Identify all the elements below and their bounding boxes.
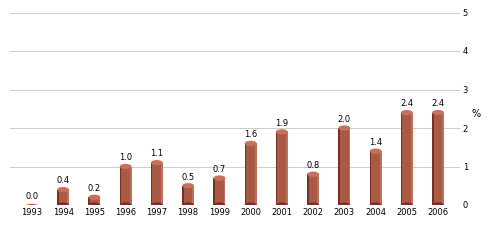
Polygon shape — [340, 128, 350, 205]
Ellipse shape — [88, 195, 101, 200]
Text: 1.4: 1.4 — [369, 138, 382, 147]
Ellipse shape — [26, 204, 37, 206]
Text: 0.7: 0.7 — [213, 165, 226, 174]
Polygon shape — [432, 112, 434, 205]
Text: 0.4: 0.4 — [56, 176, 70, 186]
Ellipse shape — [151, 202, 163, 208]
Ellipse shape — [244, 141, 256, 146]
Text: 2.4: 2.4 — [400, 100, 413, 108]
Polygon shape — [214, 178, 215, 205]
Polygon shape — [246, 144, 256, 205]
Polygon shape — [121, 166, 132, 205]
Polygon shape — [224, 178, 226, 205]
Polygon shape — [98, 197, 100, 205]
Polygon shape — [192, 186, 194, 205]
Text: 0.5: 0.5 — [182, 172, 194, 182]
Polygon shape — [308, 174, 319, 205]
Ellipse shape — [401, 110, 413, 115]
Polygon shape — [411, 112, 413, 205]
Polygon shape — [184, 186, 194, 205]
Polygon shape — [161, 163, 163, 205]
Polygon shape — [152, 163, 163, 205]
Ellipse shape — [276, 202, 288, 208]
Polygon shape — [278, 132, 288, 205]
Polygon shape — [130, 166, 132, 205]
Text: 1.9: 1.9 — [276, 119, 288, 128]
Ellipse shape — [338, 202, 350, 208]
Text: 0.0: 0.0 — [26, 192, 38, 201]
Ellipse shape — [307, 202, 319, 208]
Polygon shape — [182, 186, 184, 205]
Polygon shape — [338, 128, 340, 205]
Polygon shape — [120, 166, 121, 205]
Polygon shape — [371, 151, 382, 205]
Text: 1.1: 1.1 — [150, 150, 164, 158]
Ellipse shape — [370, 202, 382, 208]
Ellipse shape — [57, 202, 69, 208]
Ellipse shape — [214, 176, 226, 181]
Polygon shape — [90, 197, 101, 205]
Polygon shape — [401, 112, 402, 205]
Ellipse shape — [120, 202, 132, 208]
Ellipse shape — [214, 202, 226, 208]
Text: 1.6: 1.6 — [244, 130, 257, 139]
Ellipse shape — [307, 172, 319, 177]
Polygon shape — [68, 190, 69, 205]
Polygon shape — [402, 112, 413, 205]
Polygon shape — [58, 190, 69, 205]
Polygon shape — [151, 163, 152, 205]
Polygon shape — [348, 128, 350, 205]
Ellipse shape — [401, 202, 413, 208]
Polygon shape — [307, 174, 308, 205]
Ellipse shape — [120, 164, 132, 169]
Ellipse shape — [370, 148, 382, 154]
Ellipse shape — [244, 202, 256, 208]
Text: 2.4: 2.4 — [432, 100, 444, 108]
Ellipse shape — [432, 202, 444, 208]
Ellipse shape — [182, 202, 194, 208]
Text: 2.0: 2.0 — [338, 115, 351, 124]
Ellipse shape — [276, 129, 288, 134]
Ellipse shape — [57, 187, 69, 192]
Polygon shape — [318, 174, 319, 205]
Polygon shape — [434, 112, 444, 205]
Ellipse shape — [182, 183, 194, 188]
Polygon shape — [442, 112, 444, 205]
Ellipse shape — [88, 202, 101, 208]
Text: 0.8: 0.8 — [306, 161, 320, 170]
Polygon shape — [370, 151, 371, 205]
Y-axis label: %: % — [472, 109, 481, 119]
Ellipse shape — [432, 110, 444, 115]
Polygon shape — [244, 144, 246, 205]
Polygon shape — [255, 144, 256, 205]
Polygon shape — [215, 178, 226, 205]
Polygon shape — [286, 132, 288, 205]
Polygon shape — [380, 151, 382, 205]
Ellipse shape — [338, 125, 350, 131]
Polygon shape — [88, 197, 90, 205]
Polygon shape — [276, 132, 278, 205]
Polygon shape — [57, 190, 58, 205]
Ellipse shape — [151, 160, 163, 165]
Text: 1.0: 1.0 — [119, 153, 132, 162]
Text: 0.2: 0.2 — [88, 184, 101, 193]
